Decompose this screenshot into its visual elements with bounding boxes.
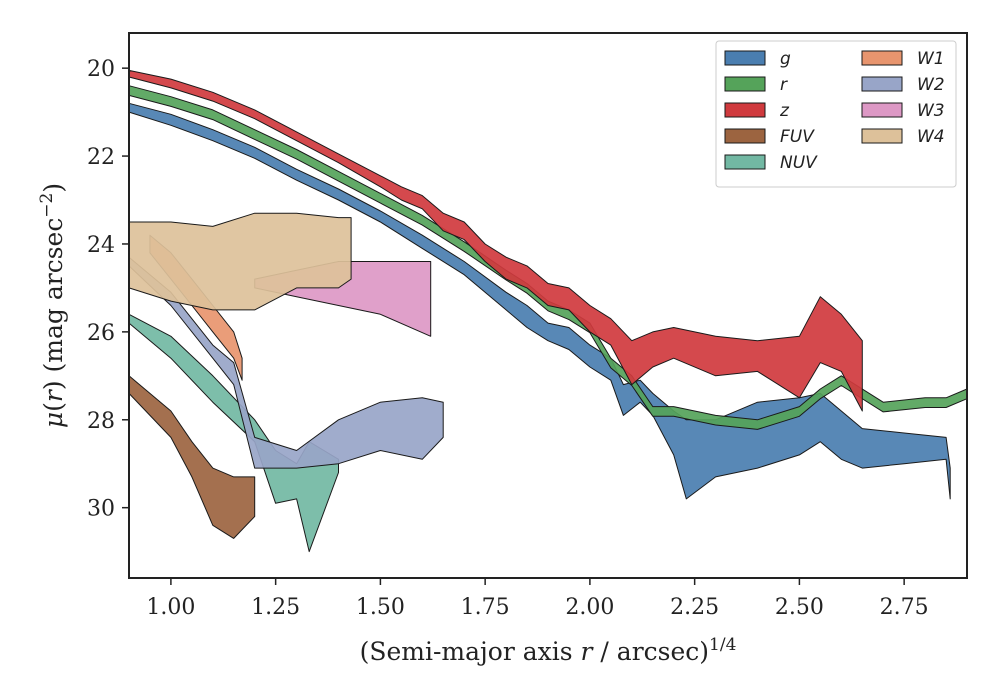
- x-tick-label: 2.25: [670, 595, 719, 620]
- x-axis: 1.00 1.25 1.50 1.75 2.00 2.25 2.50 2.75: [146, 578, 929, 620]
- y-tick-label: 20: [87, 57, 115, 82]
- series-band-W2: [128, 256, 444, 469]
- y-tick-label: 28: [87, 409, 115, 434]
- legend-label-z: z: [779, 101, 790, 121]
- legend-swatch-W1: [861, 50, 903, 66]
- legend-label-r: r: [780, 75, 788, 95]
- x-axis-label: (Semi-major axis r / arcsec)1/4: [360, 635, 737, 666]
- x-tick-label: 1.75: [461, 595, 510, 620]
- y-tick-label: 26: [87, 321, 115, 346]
- series-band-W4: [128, 212, 352, 311]
- y-axis-label: μ(r) (mag arcsec−2): [37, 183, 68, 428]
- legend-swatch-r: [724, 76, 766, 92]
- legend-swatch-W2: [861, 76, 903, 92]
- legend-swatch-NUV: [724, 154, 766, 170]
- legend-label-g: g: [780, 49, 791, 69]
- legend-label-W1: W1: [917, 49, 945, 69]
- x-tick-label: 2.50: [775, 595, 824, 620]
- legend-label-W3: W3: [917, 101, 945, 121]
- legend-label-W4: W4: [917, 127, 945, 147]
- plot-frame: [128, 32, 968, 579]
- legend-swatch-g: [724, 50, 766, 66]
- y-tick-label: 30: [87, 497, 115, 522]
- y-axis: 20 22 24 26 28 30: [87, 57, 129, 522]
- series-band-FUV: [128, 375, 256, 539]
- x-tick-label: 2.75: [880, 595, 929, 620]
- legend-label-W2: W2: [917, 75, 945, 95]
- x-tick-label: 1.50: [356, 595, 405, 620]
- y-tick-label: 22: [87, 145, 115, 170]
- series-band-z: [128, 69, 863, 412]
- legend-label-FUV: FUV: [780, 127, 815, 147]
- legend-swatch-FUV: [724, 128, 766, 144]
- legend-label-NUV: NUV: [780, 153, 818, 173]
- x-tick-label: 1.25: [251, 595, 300, 620]
- x-tick-label: 2.00: [565, 595, 614, 620]
- legend-swatch-W3: [861, 102, 903, 118]
- series-fills: [128, 69, 968, 553]
- legend: grz FUV NUV W1 W2 W3 W4: [715, 40, 957, 188]
- legend-swatch-z: [724, 102, 766, 118]
- y-tick-label: 24: [87, 233, 115, 258]
- legend-swatch-W4: [861, 128, 903, 144]
- series-band-g: [128, 102, 951, 500]
- x-tick-label: 1.00: [146, 595, 195, 620]
